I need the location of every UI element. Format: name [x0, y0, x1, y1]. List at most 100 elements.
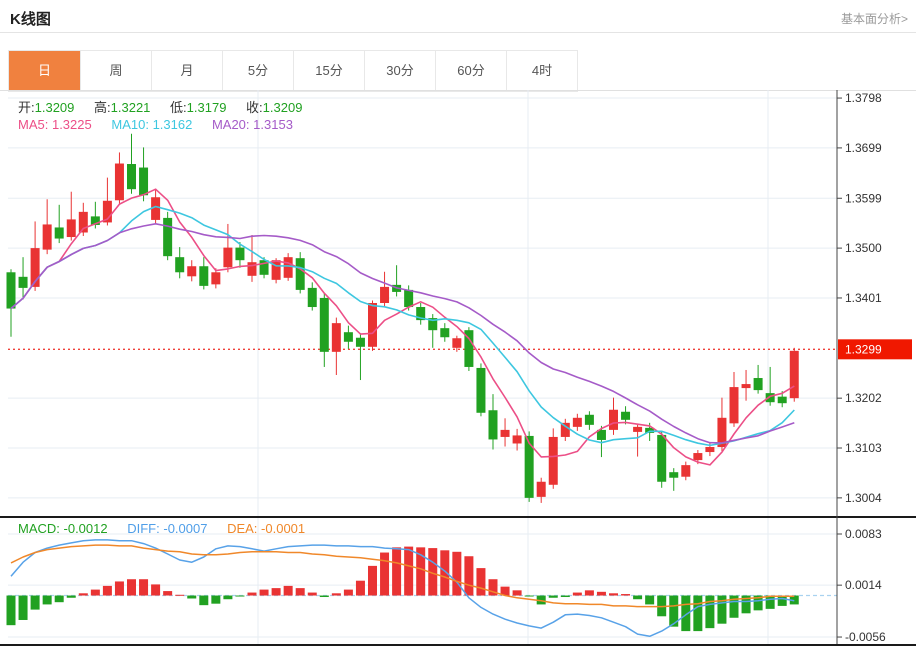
candle[interactable]: [259, 260, 269, 275]
candle[interactable]: [295, 258, 305, 290]
candle[interactable]: [247, 262, 257, 276]
macd-bar: [90, 589, 100, 596]
candle[interactable]: [536, 481, 546, 497]
candle[interactable]: [343, 332, 353, 342]
candle[interactable]: [452, 338, 462, 348]
candle[interactable]: [163, 217, 173, 257]
candle[interactable]: [380, 286, 390, 303]
tab-4hour[interactable]: 4时: [506, 51, 577, 91]
candle[interactable]: [669, 472, 679, 478]
macd-bar: [331, 593, 341, 596]
candle[interactable]: [572, 417, 582, 427]
candle[interactable]: [211, 272, 221, 285]
tab-60min[interactable]: 60分: [435, 51, 506, 91]
candle[interactable]: [6, 272, 16, 309]
candle[interactable]: [223, 247, 233, 268]
macd-bar: [669, 595, 679, 627]
tab-30min[interactable]: 30分: [364, 51, 435, 91]
candle[interactable]: [548, 436, 558, 485]
tab-month[interactable]: 月: [151, 51, 222, 91]
candle[interactable]: [368, 302, 377, 347]
candle[interactable]: [307, 287, 317, 308]
candle[interactable]: [187, 266, 197, 277]
grid-layer: [8, 90, 837, 644]
candle[interactable]: [102, 200, 112, 223]
candle[interactable]: [476, 367, 486, 413]
macd-bar: [560, 595, 570, 598]
macd-bar: [645, 595, 655, 605]
svg-text:1.3500: 1.3500: [845, 241, 882, 255]
candle[interactable]: [596, 429, 606, 440]
candle[interactable]: [488, 410, 498, 440]
candle[interactable]: [66, 219, 76, 238]
tab-week[interactable]: 周: [80, 51, 151, 91]
candle[interactable]: [753, 378, 763, 391]
candle[interactable]: [777, 396, 787, 404]
macd-bar: [753, 595, 763, 611]
fundamental-analysis-link[interactable]: 基本面分析>: [840, 12, 908, 26]
candle[interactable]: [560, 422, 570, 437]
candle[interactable]: [512, 435, 522, 444]
diff-line: [10, 539, 795, 638]
candle[interactable]: [645, 427, 655, 433]
candle[interactable]: [524, 435, 534, 498]
candle[interactable]: [404, 289, 414, 308]
candle[interactable]: [693, 453, 703, 461]
candle[interactable]: [199, 266, 209, 286]
candle[interactable]: [271, 260, 281, 280]
candle[interactable]: [717, 417, 727, 448]
candle[interactable]: [331, 323, 341, 352]
candlestick-series[interactable]: [6, 133, 799, 503]
candle[interactable]: [741, 384, 751, 389]
candle[interactable]: [657, 434, 667, 482]
candle[interactable]: [114, 163, 124, 201]
macd-bar: [524, 595, 534, 597]
candle[interactable]: [705, 447, 715, 453]
candle[interactable]: [428, 318, 438, 331]
candle[interactable]: [18, 276, 28, 288]
candle[interactable]: [139, 167, 149, 196]
macd-bar: [259, 589, 269, 596]
candle[interactable]: [621, 411, 631, 420]
candle[interactable]: [78, 211, 88, 233]
tab-15min[interactable]: 15分: [293, 51, 364, 91]
candle[interactable]: [633, 426, 643, 432]
candle[interactable]: [416, 307, 426, 321]
candle[interactable]: [54, 227, 64, 239]
tab-day[interactable]: 日: [9, 51, 80, 91]
candle[interactable]: [175, 257, 185, 273]
macd-bar: [440, 550, 450, 596]
macd-histogram[interactable]: [6, 546, 799, 632]
candle[interactable]: [440, 328, 450, 338]
macd-bar: [114, 581, 124, 596]
candle[interactable]: [765, 393, 775, 403]
macd-bar: [693, 595, 703, 632]
svg-text:0.0083: 0.0083: [845, 527, 882, 541]
candle[interactable]: [500, 429, 510, 437]
candle[interactable]: [42, 224, 52, 250]
svg-text:0.0014: 0.0014: [845, 578, 882, 592]
candle[interactable]: [609, 409, 618, 430]
candle[interactable]: [355, 337, 365, 347]
svg-text:1.3699: 1.3699: [845, 141, 882, 155]
candle[interactable]: [464, 330, 474, 367]
candle[interactable]: [127, 164, 136, 190]
macd-bar: [584, 590, 594, 596]
macd-bar: [464, 556, 474, 596]
svg-text:1.3202: 1.3202: [845, 391, 882, 405]
macd-bar: [223, 595, 233, 600]
candle[interactable]: [235, 247, 245, 261]
tab-5min[interactable]: 5分: [222, 51, 293, 91]
candle[interactable]: [30, 248, 40, 287]
candle[interactable]: [789, 350, 799, 399]
candle[interactable]: [283, 257, 293, 278]
candle[interactable]: [584, 414, 594, 425]
candle[interactable]: [90, 216, 100, 225]
macd-bar: [765, 595, 775, 609]
candle[interactable]: [681, 465, 691, 477]
candle[interactable]: [151, 197, 161, 220]
candle[interactable]: [319, 297, 329, 352]
macd-bar: [368, 565, 377, 596]
candle[interactable]: [729, 387, 739, 424]
